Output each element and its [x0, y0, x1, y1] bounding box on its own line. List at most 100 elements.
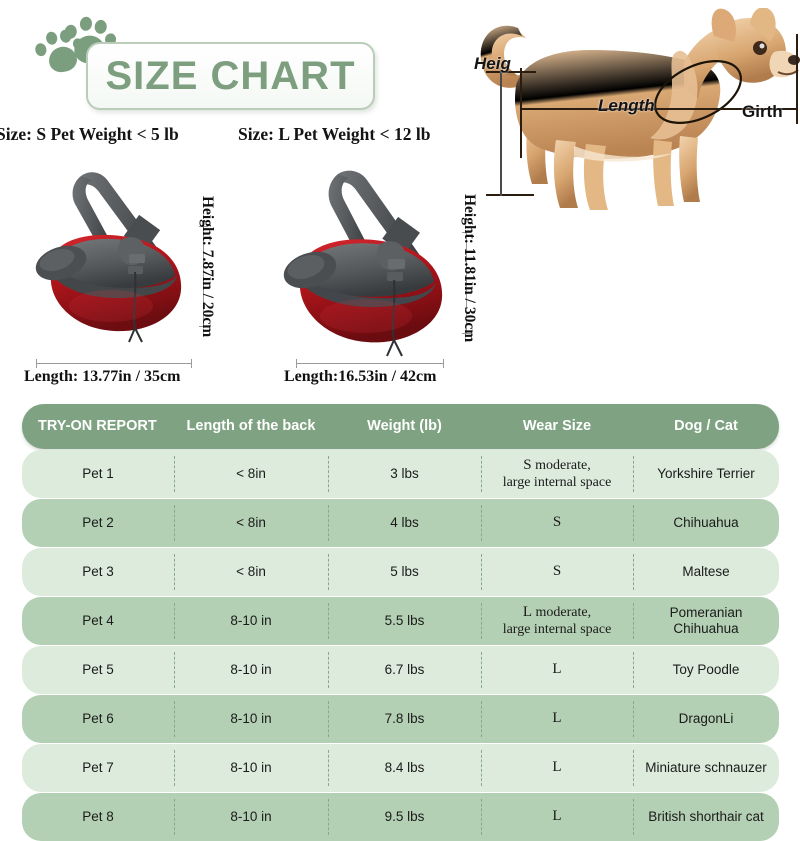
column-divider — [328, 701, 329, 737]
column-divider — [481, 799, 482, 835]
column-divider — [633, 652, 634, 688]
length-label-large: Length:16.53in / 42cm — [284, 368, 437, 385]
size-chart-title-box: SIZE CHART — [86, 42, 375, 110]
cell-weight: 5.5 lbs — [384, 613, 425, 629]
cell-wear-size: L — [552, 661, 562, 678]
product-image-small-carrier — [35, 172, 182, 343]
product-image-large-carrier — [283, 170, 443, 357]
cell-breed: Pomeranian Chihuahua — [669, 605, 743, 636]
cell-pet-id: Pet 3 — [82, 564, 114, 580]
table-row: Pet 2 < 8in 4 lbs S Chihuahua — [22, 499, 779, 547]
cell-pet-id: Pet 2 — [82, 515, 114, 531]
table-body: Pet 1 < 8in 3 lbs S moderate, large internal… — [22, 450, 779, 841]
column-divider — [481, 456, 482, 492]
cell-wear-size: S moderate, large internal space — [502, 456, 612, 490]
cell-breed: DragonLi — [678, 711, 734, 727]
cell-weight: 3 lbs — [390, 466, 419, 482]
column-divider — [481, 505, 482, 541]
column-divider — [328, 505, 329, 541]
column-divider — [174, 750, 175, 786]
cell-pet-id: Pet 5 — [82, 662, 114, 678]
cell-weight: 9.5 lbs — [384, 809, 425, 825]
length-rule-small — [36, 359, 192, 368]
table-row: Pet 3 < 8in 5 lbs S Maltese — [22, 548, 779, 596]
column-divider — [481, 554, 482, 590]
cell-wear-size: L — [552, 808, 562, 825]
cell-breed: Chihuahua — [673, 515, 739, 531]
cell-back-length: 8-10 in — [230, 711, 272, 727]
column-divider — [174, 603, 175, 639]
column-divider — [328, 652, 329, 688]
height-bottom-tick — [486, 194, 534, 196]
height-label-large: Height: 11.81in / 30cm — [461, 194, 478, 343]
cell-pet-id: Pet 7 — [82, 760, 114, 776]
cell-pet-id: Pet 4 — [82, 613, 114, 629]
size-label-large: Size: L Pet Weight < 12 lb — [238, 124, 431, 144]
table-row: Pet 8 8-10 in 9.5 lbs L British shorthair ca… — [22, 793, 779, 841]
height-rule-large — [462, 232, 471, 334]
cell-back-length: 8-10 in — [230, 613, 272, 629]
cell-weight: 4 lbs — [390, 515, 419, 531]
height-rule-small — [199, 226, 208, 327]
dog-length-label: Length — [598, 96, 655, 115]
length-line — [520, 108, 798, 110]
cell-breed: Yorkshire Terrier — [657, 466, 755, 482]
column-divider — [328, 603, 329, 639]
cell-wear-size: L — [552, 710, 562, 727]
cell-breed: Toy Poodle — [672, 662, 740, 678]
col-header-weight: Weight (lb) — [367, 417, 442, 434]
size-label-small: Size: S Pet Weight < 5 lb — [0, 124, 179, 144]
column-divider — [633, 505, 634, 541]
column-divider — [633, 750, 634, 786]
column-divider — [633, 603, 634, 639]
column-divider — [174, 505, 175, 541]
table-row: Pet 4 8-10 in 5.5 lbs L moderate, large inte… — [22, 597, 779, 645]
col-header-back-length: Length of the back — [186, 417, 316, 434]
column-divider — [174, 701, 175, 737]
length-left-tick — [520, 68, 522, 158]
length-label-small: Length: 13.77in / 35cm — [24, 368, 181, 385]
height-vertical-line — [500, 71, 502, 196]
cell-back-length: < 8in — [236, 515, 266, 531]
cell-breed: Miniature schnauzer — [645, 760, 767, 776]
cell-pet-id: Pet 8 — [82, 809, 114, 825]
dog-girth-label: Girth — [742, 102, 783, 121]
dog-height-label: Heig — [474, 54, 511, 73]
length-rule-large — [296, 359, 444, 368]
cell-back-length: 8-10 in — [230, 809, 272, 825]
length-right-tick — [796, 34, 798, 124]
table-header-row: TRY-ON REPORT Length of the back Weight … — [22, 404, 779, 449]
header: SIZE CHART — [0, 0, 470, 120]
table-row: Pet 7 8-10 in 8.4 lbs L Miniature schnauzer — [22, 744, 779, 792]
cell-back-length: < 8in — [236, 466, 266, 482]
column-divider — [633, 799, 634, 835]
cell-pet-id: Pet 1 — [82, 466, 114, 482]
column-divider — [481, 750, 482, 786]
try-on-report-table: TRY-ON REPORT Length of the back Weight … — [22, 404, 779, 841]
height-top-tick — [486, 71, 536, 73]
table-row: Pet 6 8-10 in 7.8 lbs L DragonLi — [22, 695, 779, 743]
col-header-wear-size: Wear Size — [522, 417, 592, 434]
cell-weight: 7.8 lbs — [384, 711, 425, 727]
column-divider — [174, 652, 175, 688]
girth-ellipse — [654, 60, 742, 124]
dog-measurement-diagram: Heig Length Girth — [474, 7, 800, 238]
column-divider — [481, 603, 482, 639]
height-label-small: Height: 7.87in / 20cm — [199, 196, 216, 338]
column-divider — [328, 456, 329, 492]
cell-breed: British shorthair cat — [648, 809, 764, 825]
column-divider — [174, 799, 175, 835]
cell-breed: Maltese — [682, 564, 730, 580]
column-divider — [633, 456, 634, 492]
cell-weight: 8.4 lbs — [384, 760, 425, 776]
column-divider — [174, 456, 175, 492]
column-divider — [481, 701, 482, 737]
column-divider — [633, 701, 634, 737]
column-divider — [328, 750, 329, 786]
cell-wear-size: S — [552, 514, 562, 531]
cell-back-length: 8-10 in — [230, 760, 272, 776]
column-divider — [328, 799, 329, 835]
col-header-report: TRY-ON REPORT — [38, 417, 157, 434]
column-divider — [633, 554, 634, 590]
